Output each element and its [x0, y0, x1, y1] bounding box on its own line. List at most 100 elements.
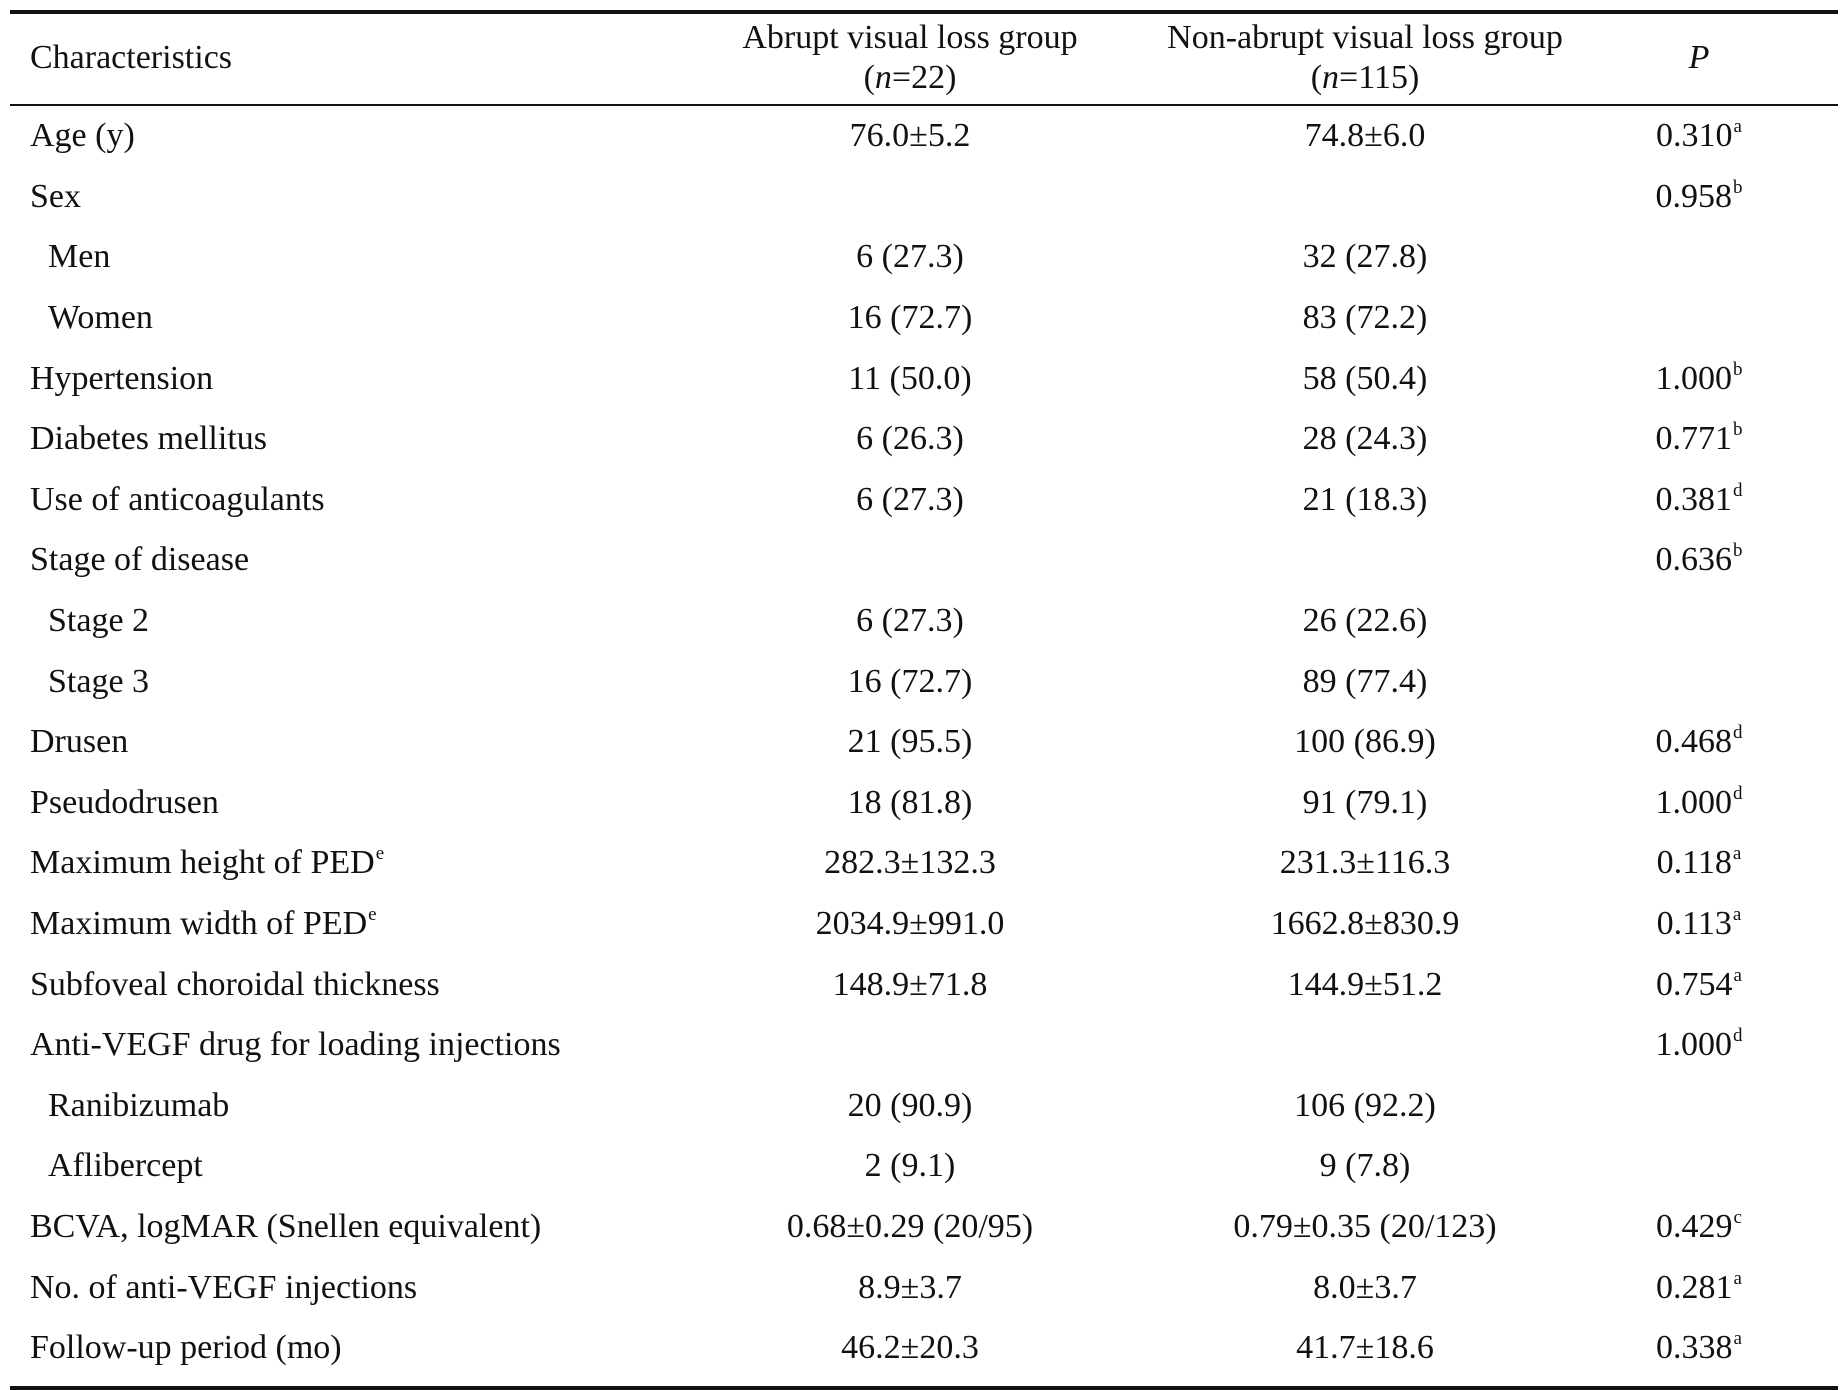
p-value-footnote: d [1733, 722, 1743, 744]
table-row: Anti-VEGF drug for loading injections 1.0… [10, 1015, 1838, 1076]
nonabrupt-group-value [1130, 530, 1600, 591]
p-value: 1.000b [1600, 348, 1838, 409]
table-header-rule [10, 104, 1838, 106]
row-label: Men [10, 227, 690, 288]
header-nonabrupt-group: Non-abrupt visual loss group (n=115) [1130, 14, 1600, 98]
p-value-footnote: d [1733, 479, 1743, 501]
p-value-footnote: b [1733, 419, 1743, 441]
abrupt-group-value: 282.3±132.3 [824, 844, 996, 882]
nonabrupt-group-value: 32 (27.8) [1302, 238, 1428, 276]
header-abrupt-n-value: =22) [891, 59, 957, 96]
header-nonabrupt-n: (n=115) [1310, 59, 1420, 96]
row-label: Stage 2 [10, 591, 690, 652]
row-label: Diabetes mellitus [10, 409, 690, 470]
table-top-rule [10, 10, 1838, 14]
abrupt-group-value: 76.0±5.2 [849, 117, 971, 155]
nonabrupt-group-value: 91 (79.1) [1302, 783, 1428, 821]
abrupt-group-value: 2 (9.1) [864, 1147, 956, 1185]
row-label-text: Drusen [30, 723, 129, 761]
table-row: Stage 3 16 (72.7) 89 (77.4) [10, 651, 1838, 712]
row-label: Sex [10, 167, 690, 228]
p-value-footnote: b [1733, 176, 1743, 198]
table-row: Aflibercept 2 (9.1) 9 (7.8) [10, 1136, 1838, 1197]
nonabrupt-group-value: 144.9±51.2 [1287, 965, 1443, 1003]
row-label: No. of anti-VEGF injections [10, 1257, 690, 1318]
row-label: Stage 3 [10, 651, 690, 712]
p-value-text: 1.000 [1655, 359, 1733, 397]
row-label: Age (y) [10, 106, 690, 167]
row-label-text: Use of anticoagulants [30, 480, 325, 518]
p-value-text: 0.958 [1655, 177, 1733, 215]
nonabrupt-group-value: 100 (86.9) [1294, 723, 1436, 761]
row-label: Use of anticoagulants [10, 470, 690, 531]
nonabrupt-group-value [1130, 1015, 1600, 1076]
row-label: Aflibercept [10, 1136, 690, 1197]
table-row: Subfoveal choroidal thickness 148.9±71.8 1… [10, 954, 1838, 1015]
p-value-text: 0.281 [1656, 1268, 1733, 1306]
table-row: Stage of disease 0.636b [10, 530, 1838, 591]
row-label: BCVA, logMAR (Snellen equivalent) [10, 1197, 690, 1258]
nonabrupt-group-value: 28 (24.3) [1302, 420, 1428, 458]
row-label-text: Hypertension [30, 359, 214, 397]
row-label: Anti-VEGF drug for loading injections [10, 1015, 690, 1076]
p-value-footnote: c [1733, 1206, 1742, 1228]
row-label-text: Stage of disease [30, 541, 250, 579]
header-characteristics: Characteristics [30, 39, 233, 76]
row-label-text: Anti-VEGF drug for loading injections [30, 1026, 561, 1064]
abrupt-group-value: 20 (90.9) [847, 1086, 973, 1124]
p-value-text: 0.338 [1656, 1329, 1733, 1367]
nonabrupt-group-value: 58 (50.4) [1302, 359, 1428, 397]
nonabrupt-group-value: 74.8±6.0 [1304, 117, 1426, 155]
row-label-text: Maximum width of PED [30, 905, 368, 943]
table-row: Age (y) 76.0±5.2 74.8±6.0 0.310a [10, 106, 1838, 167]
row-label-text: Sex [30, 177, 81, 215]
p-value-text: 0.113 [1656, 905, 1732, 943]
abrupt-group-value [690, 167, 1130, 228]
p-value-text: 1.000 [1655, 1026, 1733, 1064]
nonabrupt-group-value: 83 (72.2) [1302, 299, 1428, 337]
table-row: Pseudodrusen 18 (81.8) 91 (79.1) 1.000d [10, 773, 1838, 834]
p-value-footnote: a [1732, 904, 1742, 926]
nonabrupt-group-value: 21 (18.3) [1302, 480, 1428, 518]
p-value [1600, 227, 1838, 288]
p-value: 1.000d [1600, 1015, 1838, 1076]
p-value-text: 0.381 [1655, 480, 1733, 518]
row-label-text: Diabetes mellitus [30, 420, 268, 458]
header-p-value: P [1688, 39, 1710, 76]
table-row: Sex 0.958b [10, 167, 1838, 228]
row-label: Follow-up period (mo) [10, 1318, 690, 1379]
nonabrupt-group-value: 9 (7.8) [1319, 1147, 1411, 1185]
p-value: 1.000d [1600, 773, 1838, 834]
p-value-text: 0.429 [1656, 1207, 1733, 1245]
p-value: 0.338a [1600, 1318, 1838, 1379]
p-value-footnote: b [1733, 358, 1743, 380]
row-label: Hypertension [10, 348, 690, 409]
p-value-footnote: d [1733, 782, 1743, 804]
row-label-text: BCVA, logMAR (Snellen equivalent) [30, 1207, 542, 1245]
p-value-text: 0.754 [1656, 965, 1733, 1003]
row-label-text: Aflibercept [48, 1147, 203, 1185]
table-row: Hypertension 11 (50.0) 58 (50.4) 1.000b [10, 348, 1838, 409]
row-label-footnote: e [375, 843, 385, 865]
p-value-footnote: a [1733, 116, 1742, 138]
p-value [1600, 651, 1838, 712]
abrupt-group-value: 8.9±3.7 [858, 1268, 962, 1306]
p-value-footnote: a [1733, 964, 1742, 986]
p-value-footnote: b [1733, 540, 1743, 562]
nonabrupt-group-value: 106 (92.2) [1294, 1086, 1436, 1124]
abrupt-group-value: 21 (95.5) [847, 723, 973, 761]
row-label-text: Follow-up period (mo) [30, 1329, 342, 1367]
abrupt-group-value: 6 (26.3) [856, 420, 964, 458]
table-row: Drusen 21 (95.5) 100 (86.9) 0.468d [10, 712, 1838, 773]
abrupt-group-value: 2034.9±991.0 [815, 905, 1005, 943]
p-value: 0.118a [1600, 833, 1838, 894]
p-value-footnote: d [1733, 1025, 1743, 1047]
p-value: 0.429c [1600, 1197, 1838, 1258]
row-label-text: Subfoveal choroidal thickness [30, 965, 440, 1003]
p-value-text: 0.468 [1655, 723, 1733, 761]
row-label-text: No. of anti-VEGF injections [30, 1268, 418, 1306]
table-row: Maximum width of PEDe 2034.9±991.0 1662.8±… [10, 894, 1838, 955]
p-value-text: 1.000 [1655, 783, 1733, 821]
row-label-text: Maximum height of PED [30, 844, 375, 882]
row-label-text: Stage 3 [48, 662, 150, 700]
